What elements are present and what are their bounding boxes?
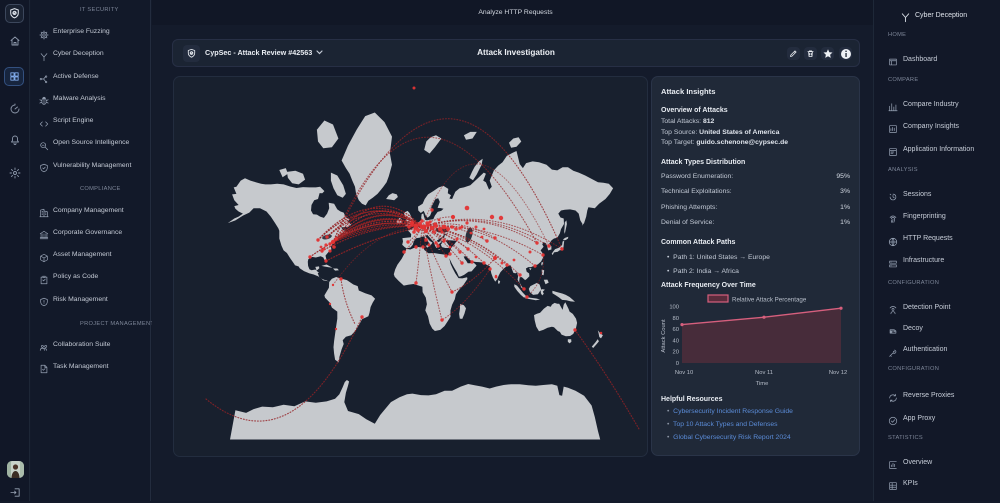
- svg-text:60: 60: [673, 327, 679, 333]
- svg-text:100: 100: [669, 305, 679, 311]
- svg-text:Attack Count: Attack Count: [661, 319, 667, 353]
- svg-text:80: 80: [673, 316, 679, 322]
- svg-text:Nov 11: Nov 11: [755, 370, 773, 376]
- svg-text:Time: Time: [756, 381, 769, 387]
- svg-text:40: 40: [673, 338, 679, 344]
- svg-text:Nov 12: Nov 12: [829, 370, 847, 376]
- svg-text:Nov 10: Nov 10: [675, 370, 693, 376]
- svg-text:Relative Attack Percentage: Relative Attack Percentage: [732, 297, 807, 304]
- svg-text:20: 20: [673, 350, 679, 356]
- svg-text:0: 0: [676, 361, 679, 367]
